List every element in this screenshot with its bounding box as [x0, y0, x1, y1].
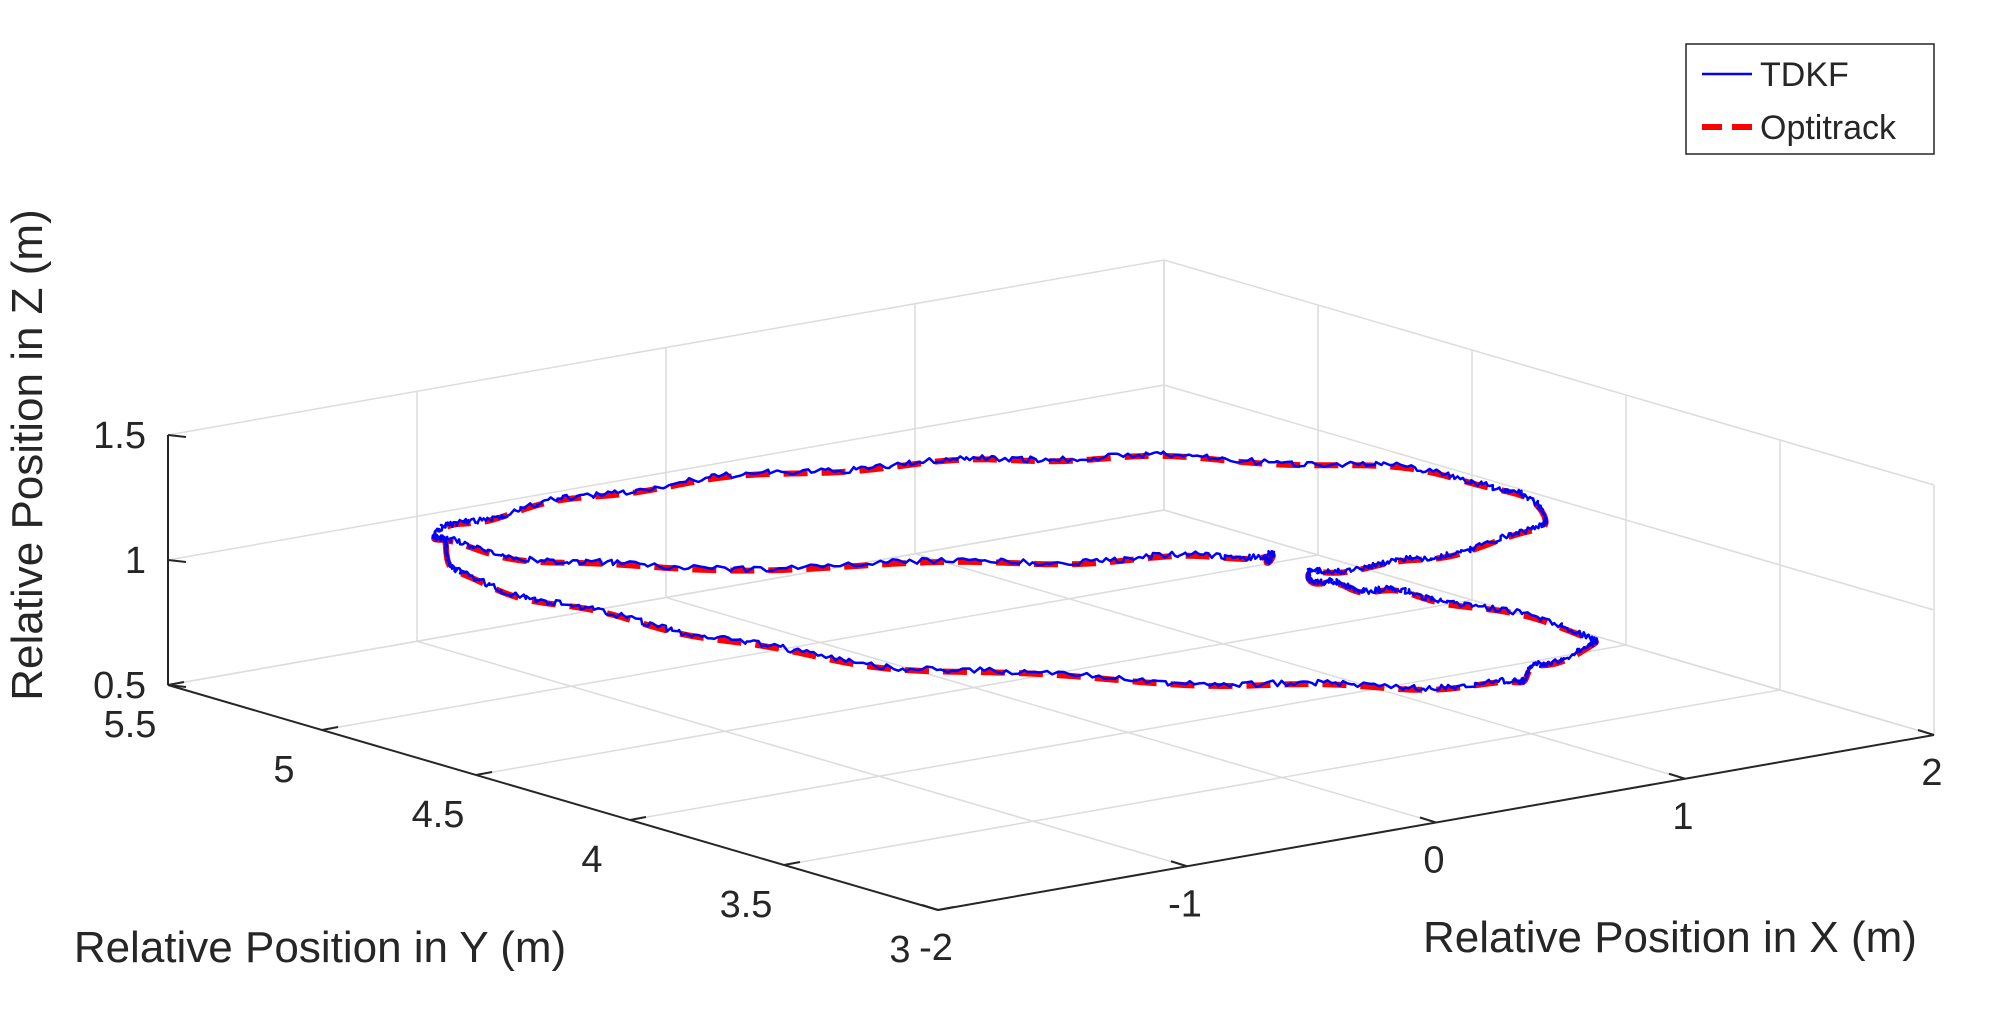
- z-tick-mark: [167, 559, 187, 563]
- y-tick-mark: [629, 816, 647, 821]
- z-tick-label: 0.5: [93, 665, 146, 707]
- legend: TDKF Optitrack: [1685, 43, 1935, 155]
- y-tick-label: 3.5: [720, 884, 773, 926]
- x-tick-mark: [1419, 816, 1437, 824]
- legend-label-optitrack: Optitrack: [1760, 109, 1897, 147]
- y-tick-mark: [321, 726, 339, 731]
- y-tick-label: 5.5: [104, 704, 157, 746]
- series-line-tdkf: [431, 450, 1599, 692]
- grid-line-floor-x: [914, 553, 1686, 780]
- grid-line-backwall-z: [167, 259, 1165, 436]
- x-tick-mark: [1668, 772, 1686, 780]
- series-line-optitrack: [431, 452, 1599, 693]
- grid-line-floor-x: [416, 640, 1188, 867]
- axes: [167, 434, 1935, 911]
- y-tick-mark: [783, 861, 801, 866]
- grid-line-floor-y: [475, 599, 1473, 776]
- z-tick-label: 1.5: [93, 415, 146, 457]
- x-tick-label: -2: [919, 927, 953, 969]
- z-tick-mark: [167, 684, 187, 688]
- grid-line-backwall-z: [167, 509, 1165, 686]
- y-tick-label: 4: [581, 839, 602, 881]
- x-tick-mark: [1917, 729, 1935, 736]
- x-axis-label: Relative Position in X (m): [1423, 913, 1917, 962]
- grid-line-sidewall-z: [1163, 259, 1935, 486]
- tick-labels: -2 -1 0 1 2 3 3.5 4 4.5 5 5.50.5 1 1.5: [93, 415, 1942, 971]
- y-tick-label: 5: [273, 749, 294, 791]
- legend-box: [1685, 43, 1935, 155]
- grid-line-floor-y: [321, 554, 1319, 731]
- grid-line-floor-y: [629, 644, 1627, 821]
- x-tick-label: 0: [1423, 840, 1444, 882]
- x-tick-mark: [921, 904, 939, 911]
- z-tick-mark: [167, 434, 187, 438]
- x-tick-label: 1: [1672, 796, 1693, 838]
- y-tick-label: 3: [889, 929, 910, 971]
- y-axis-label: Relative Position in Y (m): [74, 923, 566, 972]
- grid-line-sidewall-z: [1163, 384, 1935, 611]
- x-tick-mark: [1170, 860, 1188, 868]
- legend-label-tdkf: TDKF: [1760, 56, 1849, 94]
- x-tick-label: -1: [1168, 883, 1202, 925]
- x-tick-label: 2: [1921, 752, 1942, 794]
- grid-line-floor-x: [665, 596, 1437, 824]
- grid-line-floor-y: [783, 689, 1781, 866]
- y-tick-mark: [937, 906, 955, 911]
- z-tick-label: 1: [125, 540, 146, 582]
- grid-line-backwall-z: [167, 384, 1165, 561]
- y-axis-line: [167, 684, 939, 911]
- y-tick-mark: [475, 771, 493, 776]
- z-axis-label: Relative Position in Z (m): [3, 209, 52, 700]
- y-tick-label: 4.5: [412, 794, 465, 836]
- grid-line-sidewall-z: [1163, 509, 1935, 736]
